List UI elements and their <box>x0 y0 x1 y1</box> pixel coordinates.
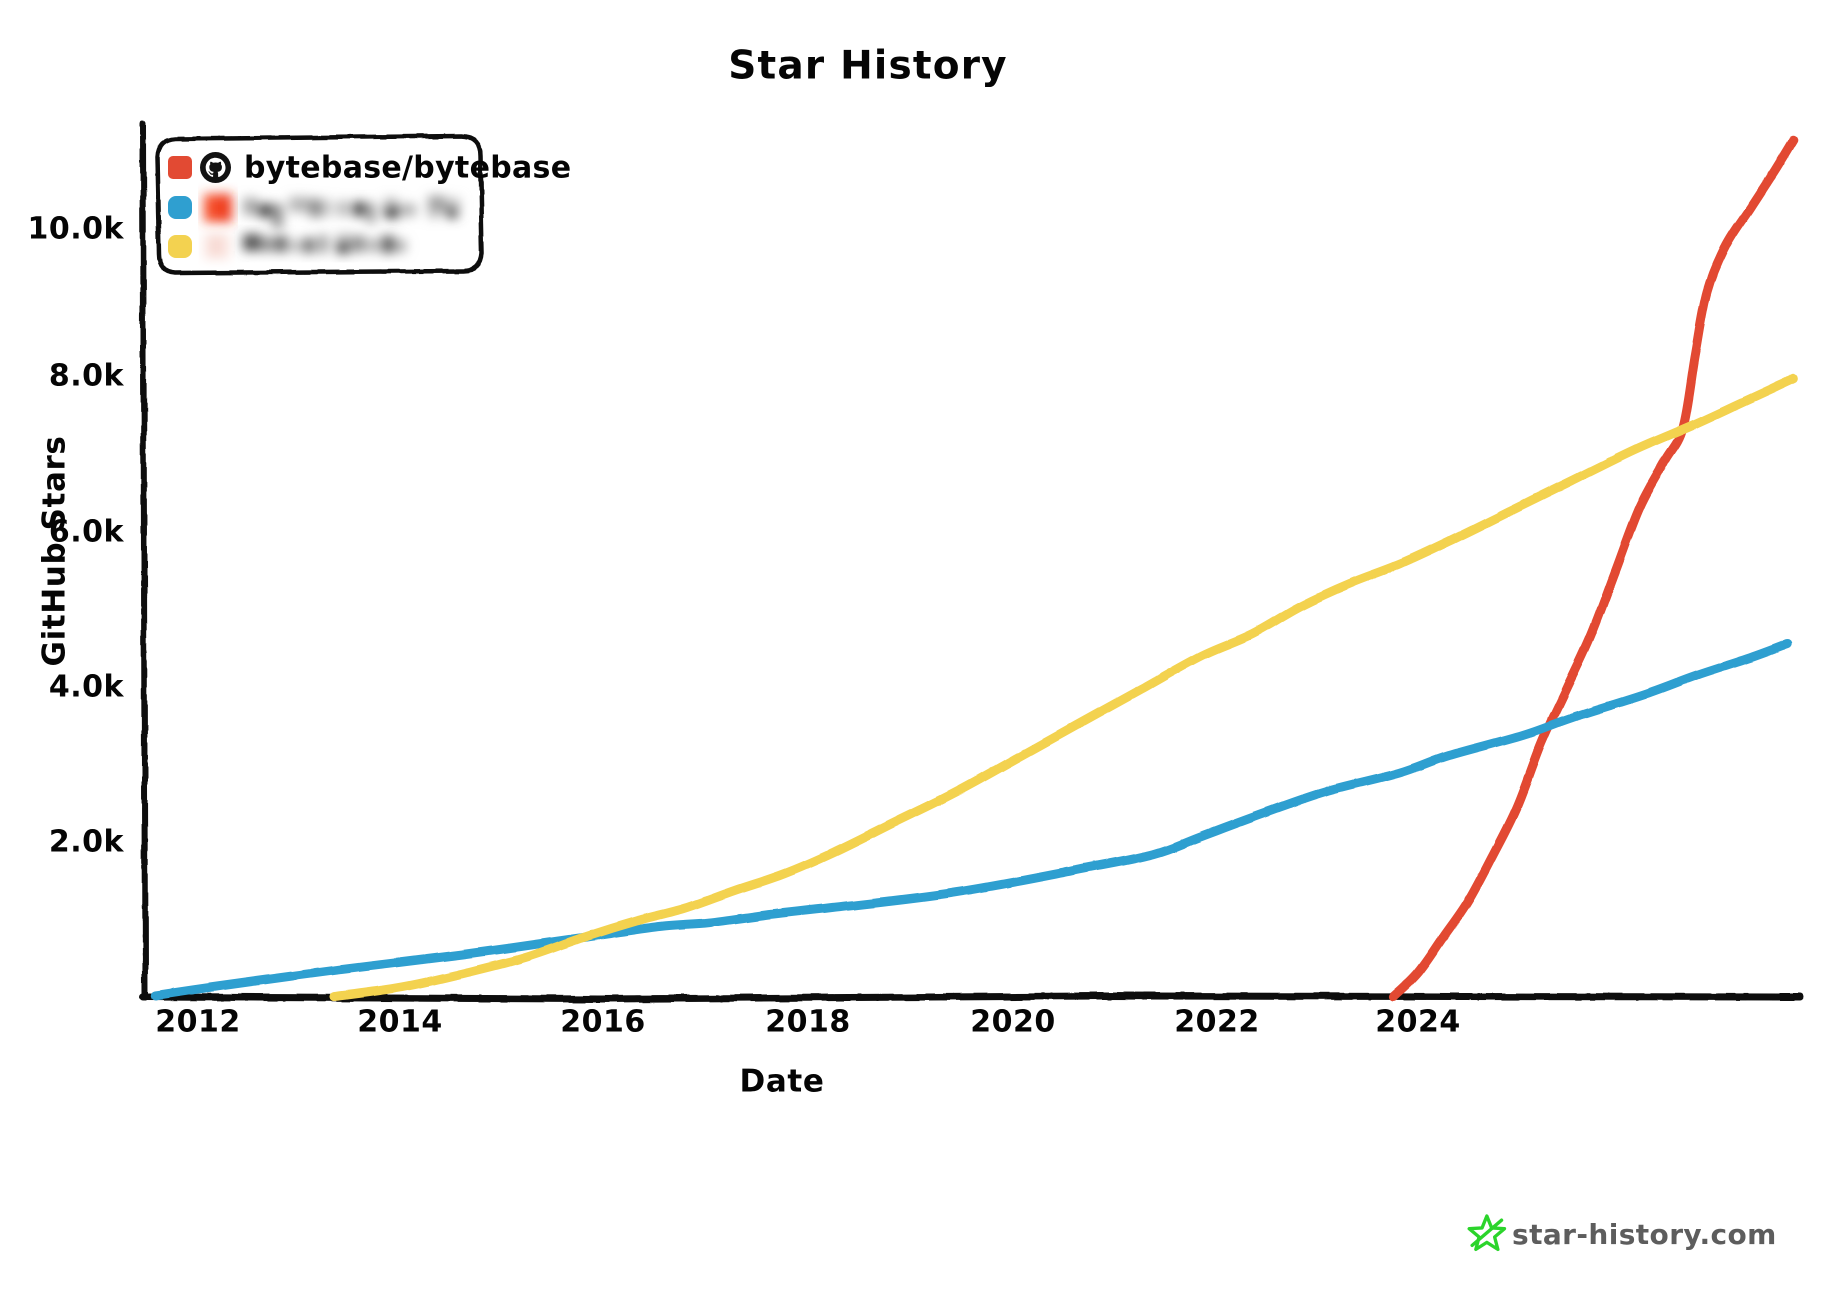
series-line-2 <box>150 639 1793 1000</box>
legend-item-label: bytebase/bytebase <box>244 151 571 186</box>
redacted-avatar-icon <box>204 194 232 222</box>
legend-item-label-redacted <box>243 233 406 254</box>
y-tick-label: 10.0k <box>28 212 125 247</box>
axis-group <box>139 121 1804 1003</box>
series-line-1 <box>1388 134 1799 1002</box>
watermark-text: star-history.com <box>1512 1218 1777 1251</box>
github-octocat-icon <box>200 152 231 183</box>
legend-item-bytebase[interactable]: bytebase/bytebase <box>168 151 571 186</box>
legend-color-swatch <box>168 235 192 258</box>
series-line-3 <box>329 373 1799 1002</box>
legend-item-redacted-3[interactable] <box>168 233 406 259</box>
legend-color-swatch <box>168 156 192 179</box>
star-logo-icon <box>1467 1214 1507 1252</box>
x-tick-labels: 2012 2014 2016 2018 2020 2022 2024 <box>155 1005 1461 1040</box>
watermark[interactable]: star-history.com <box>1467 1214 1777 1252</box>
chart-title: Star History <box>728 44 1008 89</box>
y-tick-label: 2.0k <box>49 825 125 860</box>
x-axis-line <box>139 992 1804 1003</box>
y-tick-label: 6.0k <box>49 515 125 550</box>
y-tick-label: 8.0k <box>49 359 125 394</box>
legend-item-redacted-2[interactable] <box>168 194 460 228</box>
x-tick-label: 2012 <box>155 1005 241 1040</box>
x-tick-label: 2018 <box>765 1005 851 1040</box>
series-layer <box>150 134 1799 1002</box>
x-tick-label: 2014 <box>357 1005 443 1040</box>
legend-item-label-redacted <box>243 196 460 228</box>
x-tick-label: 2022 <box>1174 1005 1260 1040</box>
x-tick-label: 2020 <box>970 1005 1056 1040</box>
y-tick-labels: 2.0k 4.0k 6.0k 8.0k 10.0k <box>28 212 125 860</box>
redacted-avatar-icon <box>204 233 230 259</box>
x-axis-title: Date <box>740 1064 825 1100</box>
y-axis-title: GitHub Stars <box>37 436 73 667</box>
x-tick-label: 2016 <box>560 1005 646 1040</box>
x-tick-label: 2024 <box>1375 1005 1461 1040</box>
y-tick-label: 4.0k <box>49 670 125 705</box>
legend: bytebase/bytebase <box>154 133 571 276</box>
y-axis-line <box>140 121 148 1000</box>
legend-color-swatch <box>168 196 192 219</box>
